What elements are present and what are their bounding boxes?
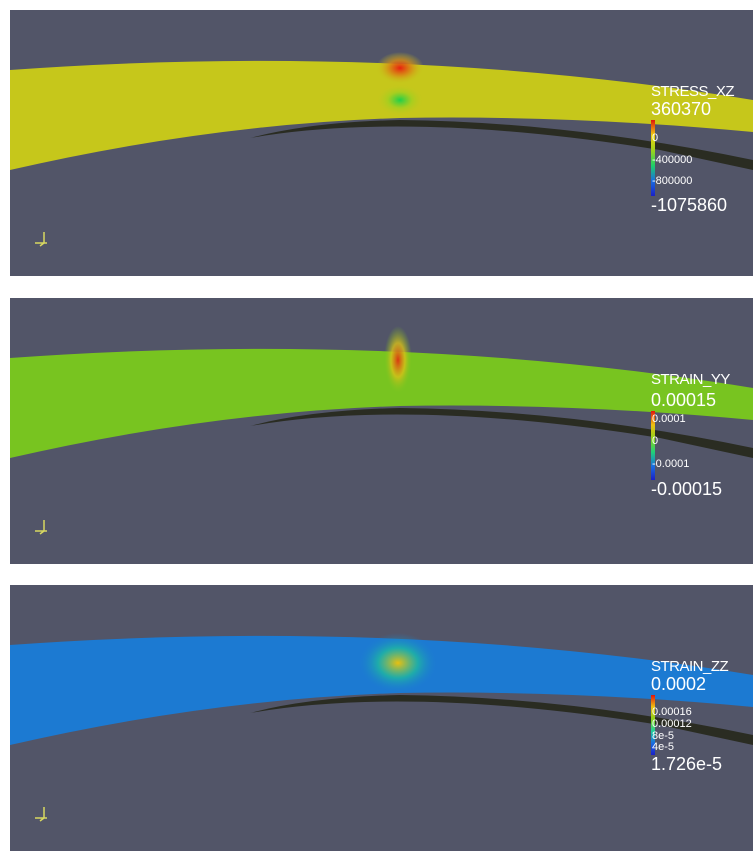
render-panel: STRAIN_ZZ 0.0002 0.00016 0.00012 8e-5 4e-5 1.7…: [10, 585, 753, 851]
hotspot: [384, 326, 412, 394]
colorbar-tick: 0: [652, 435, 658, 447]
colorbar-tick: 0.0001: [652, 413, 686, 425]
colorbar-tick: 0: [652, 132, 658, 144]
render-panel: STRAIN_YY 0.00015 0.0001 0 -0.0001 -0.00015: [10, 298, 753, 564]
colorbar-title: STRESS_XZ: [651, 83, 734, 100]
hotspot: [376, 84, 424, 116]
beam: [10, 348, 753, 458]
colorbar-tick: 8e-5: [652, 730, 674, 742]
colorbar-tick: 0.00016: [652, 706, 692, 718]
axes-icon: [35, 520, 47, 535]
render-view: STRAIN_ZZ0.0002 0.000160.000128e-54e-51.7…: [10, 585, 753, 851]
color-bar: [651, 695, 655, 755]
render-panel: STRESS_XZ 360370 0 -400000 -800000 -1075860: [10, 10, 753, 276]
colorbar-tick: 0.00012: [652, 718, 692, 730]
colorbar-title: STRAIN_YY: [651, 371, 730, 388]
colorbar-max: 360370: [651, 99, 711, 119]
colorbar-max: 0.0002: [651, 674, 706, 694]
colorbar-max: 0.00015: [651, 390, 716, 410]
hotspot: [358, 633, 438, 693]
colorbar-min: -1075860: [651, 195, 727, 215]
render-view: STRAIN_YY 0.00015 0.0001 0 -0.0001 -0.00015: [10, 298, 753, 564]
colorbar-title: STRAIN_ZZ: [651, 658, 729, 675]
colorbar-min: -0.00015: [651, 479, 722, 499]
color-bar: [651, 411, 655, 480]
beam: [10, 60, 753, 170]
colorbar-tick: 4e-5: [652, 741, 674, 753]
colorbar-tick: -800000: [652, 175, 692, 187]
hotspot: [376, 52, 424, 84]
axes-icon: [35, 232, 47, 247]
axes-icon: [35, 807, 47, 822]
colorbar-tick: -0.0001: [652, 458, 689, 470]
color-bar: [651, 120, 655, 196]
colorbar-min: 1.726e-5: [651, 754, 722, 774]
colorbar-tick: -400000: [652, 154, 692, 166]
beam: [10, 635, 753, 745]
